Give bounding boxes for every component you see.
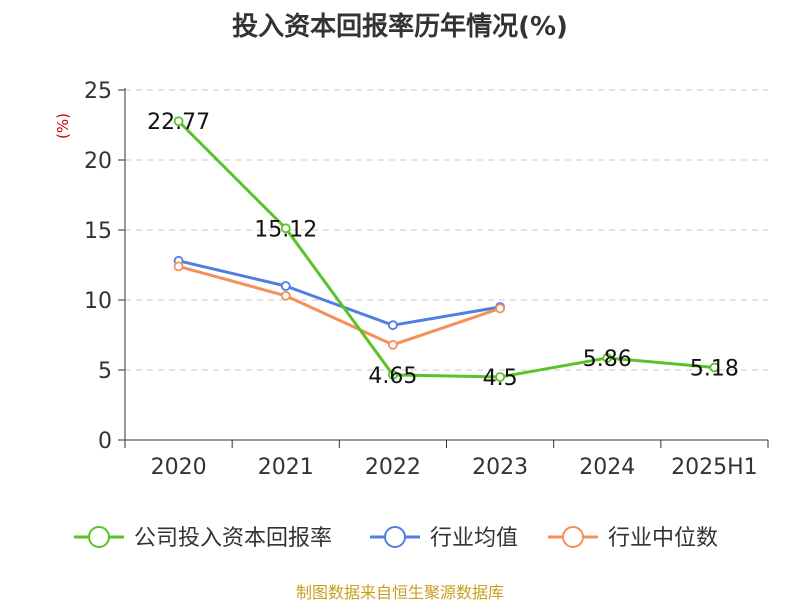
data-label: 15.12 bbox=[254, 217, 317, 242]
legend-swatch-marker bbox=[562, 526, 584, 548]
legend-item[interactable]: 公司投入资本回报率 bbox=[74, 526, 332, 551]
y-tick-label: 10 bbox=[84, 289, 112, 314]
legend-swatch-marker bbox=[88, 526, 110, 548]
series-lines bbox=[173, 116, 720, 382]
series-line bbox=[178, 259, 501, 327]
data-label: 4.5 bbox=[483, 366, 518, 391]
y-tick-label: 5 bbox=[98, 359, 112, 384]
data-point bbox=[280, 281, 291, 291]
chart-title: 投入资本回报率历年情况(%) bbox=[232, 12, 568, 42]
x-tick-label: 2023 bbox=[472, 455, 528, 480]
data-point bbox=[280, 290, 291, 301]
data-point bbox=[602, 353, 613, 363]
x-tick-label: 2024 bbox=[579, 455, 635, 480]
legend-swatch-marker bbox=[384, 526, 406, 548]
data-point bbox=[173, 261, 184, 272]
data-label: 5.86 bbox=[583, 347, 632, 372]
data-point bbox=[495, 303, 505, 314]
data-point bbox=[388, 320, 398, 331]
data-label: 4.65 bbox=[368, 364, 417, 389]
y-tick-label: 0 bbox=[98, 429, 112, 454]
legend[interactable]: 公司投入资本回报率 行业均值 行业中位数 bbox=[74, 526, 718, 551]
y-tick-label: 15 bbox=[84, 219, 112, 244]
data-labels: 22.77 15.12 4.65 4.5 5.86 5.18 bbox=[147, 110, 739, 391]
series-line bbox=[178, 264, 501, 347]
x-tick-label: 2021 bbox=[258, 455, 314, 480]
data-point bbox=[280, 223, 291, 234]
legend-item[interactable]: 行业均值 bbox=[370, 526, 518, 551]
data-point bbox=[388, 339, 398, 350]
x-tick-label: 2022 bbox=[365, 455, 421, 480]
data-label: 5.18 bbox=[690, 356, 739, 381]
y-axis-label: (%) bbox=[54, 113, 72, 139]
y-tick-label: 20 bbox=[84, 149, 112, 174]
legend-label: 行业中位数 bbox=[608, 526, 718, 551]
axes: 0 5 10 15 20 25 2020 2021 2022 2023 2024 2025H1 bbox=[84, 79, 769, 480]
grid-lines bbox=[125, 89, 768, 371]
legend-item[interactable]: 行业中位数 bbox=[548, 526, 718, 551]
x-tick-label: 2025H1 bbox=[671, 455, 758, 480]
data-point bbox=[709, 362, 720, 373]
legend-label: 公司投入资本回报率 bbox=[134, 526, 332, 551]
legend-label: 行业均值 bbox=[430, 526, 518, 551]
data-point bbox=[388, 369, 398, 380]
data-point bbox=[495, 372, 505, 382]
data-point bbox=[173, 116, 184, 127]
data-label: 22.77 bbox=[147, 110, 210, 135]
source-note: 制图数据来自恒生聚源数据库 bbox=[295, 583, 504, 602]
y-tick-label: 25 bbox=[84, 79, 112, 104]
series-line bbox=[177, 120, 715, 379]
x-tick-label: 2020 bbox=[151, 455, 207, 480]
